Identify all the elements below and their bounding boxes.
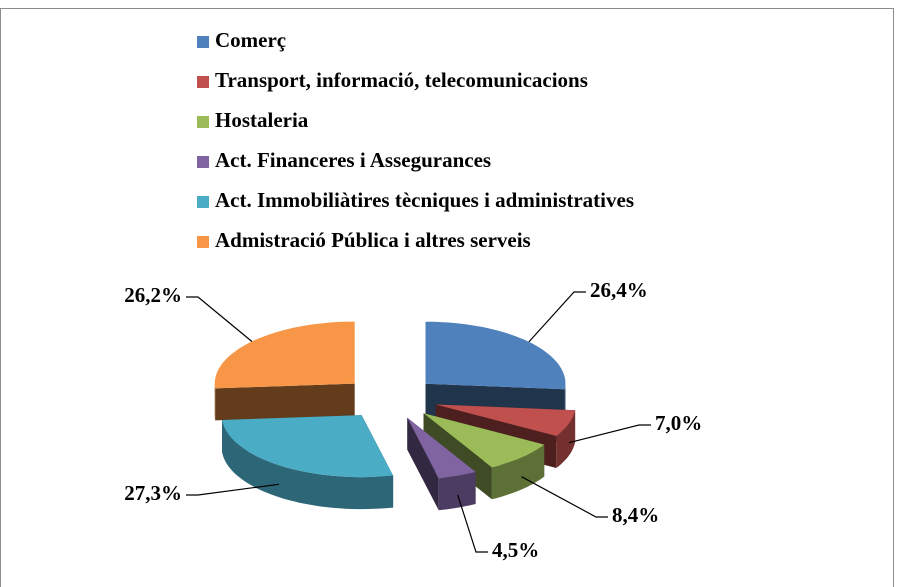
leader-line — [457, 494, 488, 553]
data-label: 7,0% — [655, 411, 702, 435]
data-label: 26,4% — [590, 278, 648, 302]
legend-label: Act. Financeres i Assegurances — [215, 148, 491, 172]
slice-top — [407, 417, 476, 479]
slice-top — [214, 321, 355, 389]
data-label: 26,2% — [124, 283, 182, 307]
data-label: 27,3% — [124, 481, 182, 505]
leader-line — [186, 483, 279, 496]
pie-slice — [214, 321, 355, 421]
slice-top — [222, 415, 394, 478]
legend-label: Comerç — [215, 28, 286, 52]
slice-top — [423, 413, 545, 468]
slice-side — [407, 417, 439, 511]
legend-label: Hostaleria — [215, 108, 309, 132]
pie-slice — [407, 417, 476, 511]
slice-wall — [222, 420, 394, 510]
leader-line — [528, 291, 586, 343]
legend-swatch — [197, 156, 209, 168]
slice-side — [215, 383, 355, 421]
legend-label: Transport, informació, telecomunicacions — [215, 68, 588, 92]
slice-top — [435, 404, 576, 436]
slice-wall — [556, 410, 576, 468]
legend-swatch — [197, 196, 209, 208]
legend-swatch — [197, 236, 209, 248]
legend-swatch — [197, 116, 209, 128]
legend-label: Act. Immobiliàtires tècniques i administ… — [215, 188, 634, 212]
leader-line — [186, 296, 253, 342]
pie-slice — [222, 415, 394, 510]
slice-top — [425, 321, 566, 390]
legend-swatch — [197, 76, 209, 88]
slice-wall — [438, 471, 476, 511]
slice-wall — [214, 383, 216, 421]
data-label: 4,5% — [492, 538, 539, 562]
data-label: 8,4% — [612, 503, 659, 527]
legend-swatch — [197, 36, 209, 48]
legend-label: Admistració Pública i altres serveis — [215, 228, 531, 252]
leader-line — [521, 476, 608, 518]
slice-wall — [491, 444, 545, 500]
leader-line — [568, 424, 651, 444]
